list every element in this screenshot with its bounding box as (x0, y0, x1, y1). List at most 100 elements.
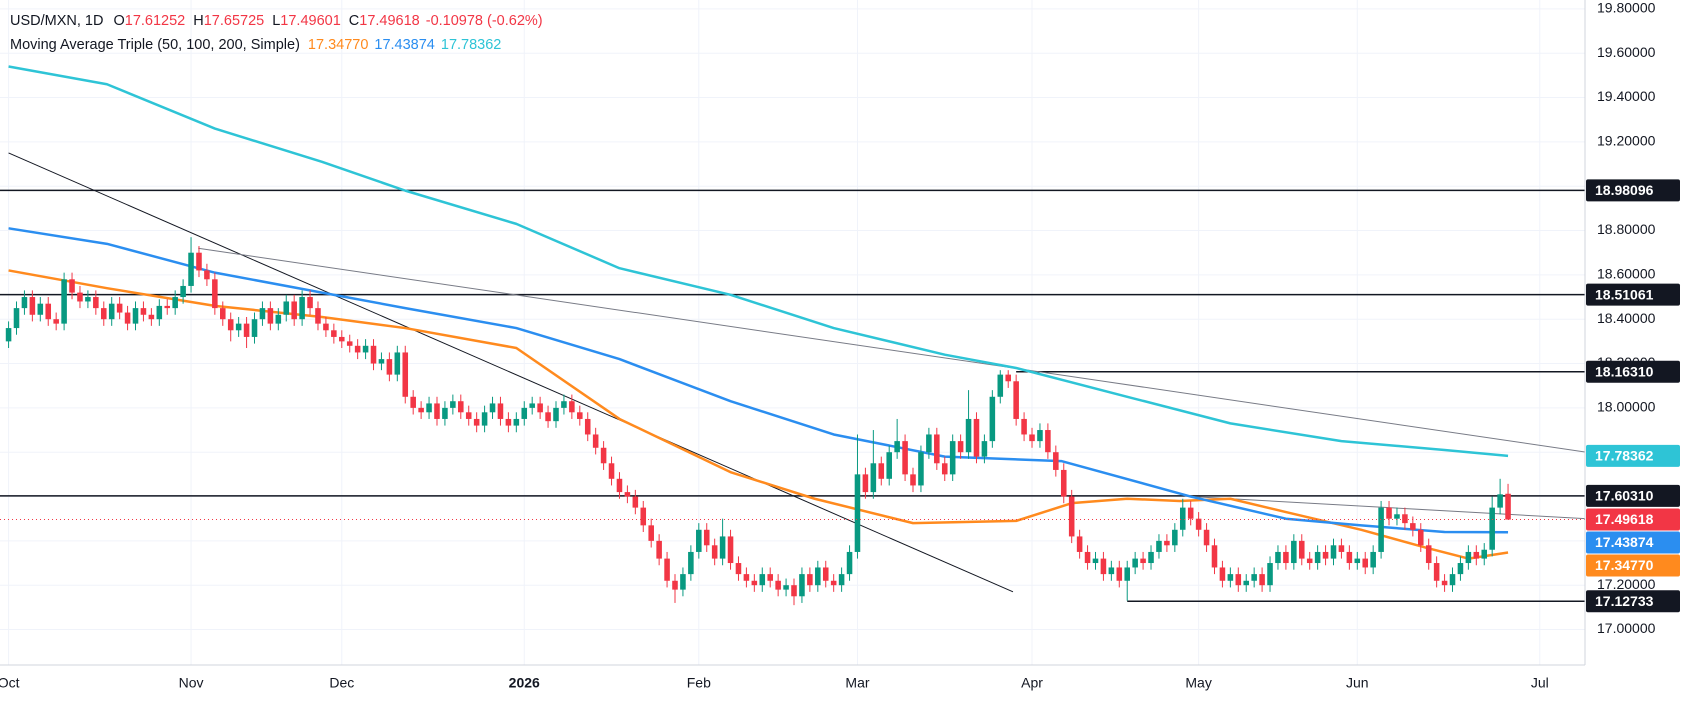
candle-body (1164, 540, 1170, 546)
price-tag-bg (1586, 508, 1680, 531)
candle-body (664, 558, 670, 581)
candle-body (77, 292, 83, 302)
candle-body (418, 407, 424, 413)
trend-line (8, 152, 1014, 593)
candle-body (442, 407, 448, 419)
candle-body (616, 478, 623, 493)
candle-body (711, 545, 718, 559)
candle-body (767, 574, 773, 581)
candle-body (791, 585, 797, 597)
candle-body (1330, 545, 1337, 559)
y-tick-label: 17.00000 (1597, 620, 1656, 636)
candle-body (1505, 493, 1511, 520)
candle-body (1060, 469, 1067, 497)
moving-average-line (8, 65, 1509, 458)
candle-body (13, 308, 20, 329)
candle-body (243, 323, 250, 337)
price-tag: 17.34770 (1595, 557, 1654, 573)
candle-body (1386, 507, 1392, 519)
candle-body (1314, 551, 1321, 564)
candle-body (1227, 574, 1234, 581)
candle-body (1005, 374, 1011, 382)
candle-body (910, 474, 916, 486)
candle-body (1029, 434, 1035, 442)
candle-body (283, 301, 290, 315)
ohlc-key: O (113, 13, 125, 29)
legend-title: Moving Average Triple (50, 100, 200, Sim… (10, 37, 300, 53)
x-tick-label: Apr (1021, 675, 1043, 691)
candle-body (592, 434, 599, 448)
price-tag: 17.49618 (1595, 511, 1654, 527)
header: USD/MXN, 1D O17.61252 H17.65725 L17.49601 C1… (10, 9, 549, 57)
candle-body (148, 314, 155, 320)
candle-body (759, 574, 766, 586)
candle-body (1068, 496, 1075, 537)
candle-body (751, 580, 758, 586)
candle-body (275, 314, 282, 324)
candle-body (164, 305, 171, 309)
candle-body (703, 529, 710, 546)
candle-body (323, 323, 329, 331)
candle-body (450, 401, 456, 408)
ohlc-key: C (348, 13, 360, 29)
y-tick-label: 19.60000 (1597, 44, 1656, 60)
candle-body (339, 336, 345, 342)
candle-body (1108, 567, 1115, 575)
candle-body (1259, 574, 1265, 586)
candle-body (1291, 540, 1297, 564)
candle-body (1156, 540, 1162, 552)
candle-body (894, 441, 900, 453)
candle-body (1441, 580, 1448, 586)
candle-body (61, 279, 67, 324)
candle-body (1449, 574, 1456, 586)
candle-body (886, 452, 892, 479)
price-tag-bg (1586, 531, 1680, 554)
candle-body (204, 270, 210, 280)
ohlc-key: H (193, 13, 204, 29)
candle-body (1013, 381, 1019, 419)
x-tick-label: Jun (1346, 675, 1369, 691)
candle-body (648, 525, 654, 541)
candle-body (1084, 551, 1091, 564)
candle-body (807, 574, 813, 586)
candle-body (410, 396, 416, 408)
candle-body (727, 536, 734, 564)
price-tag-bg (1586, 360, 1680, 383)
candle-body (1370, 551, 1376, 568)
legend-value: 17.78362 (440, 37, 502, 53)
candle-body (299, 297, 305, 320)
moving-average-line (8, 269, 1509, 560)
candle-body (1457, 563, 1464, 575)
candle-body (1203, 529, 1210, 546)
trend-line (198, 247, 1585, 453)
candle-body (386, 359, 393, 375)
candle-body (37, 303, 44, 315)
candle-body (1497, 494, 1503, 508)
candle-body (918, 452, 924, 486)
y-tick-label: 19.20000 (1597, 133, 1656, 149)
candle-body (1338, 545, 1345, 552)
candle-body (362, 345, 369, 353)
price-tag-bg (1586, 554, 1680, 577)
candle-body (227, 319, 234, 331)
candle-body (1433, 563, 1440, 581)
candle-body (997, 374, 1004, 397)
price-tag-bg (1586, 179, 1680, 202)
candle-body (473, 418, 480, 426)
price-tag-bg (1586, 283, 1680, 306)
candle-body (846, 551, 853, 575)
candle-body (53, 319, 59, 324)
price-tag: 18.16310 (1595, 363, 1654, 379)
candle-body (989, 396, 996, 442)
candle-body (1116, 567, 1123, 581)
candle-body (1417, 529, 1424, 546)
candle-body (1235, 574, 1242, 586)
candle-body (489, 403, 496, 413)
candle-body (1322, 551, 1329, 559)
candle-body (1251, 574, 1257, 581)
candle-body (957, 441, 964, 453)
legend-value: 17.34770 (307, 37, 369, 53)
candle-body (346, 341, 353, 346)
symbol-row: USD/MXN, 1D O17.61252 H17.65725 L17.49601 C1… (10, 9, 549, 33)
